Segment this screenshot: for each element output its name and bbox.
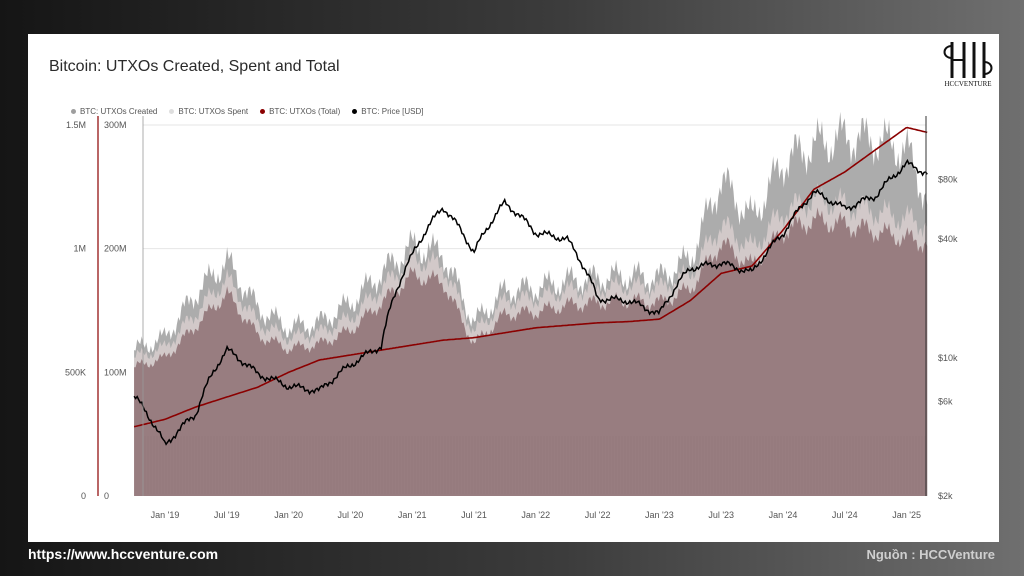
x-tick-label: Jan '25 — [892, 510, 921, 520]
y-tick-left-inner: 200M — [104, 244, 127, 254]
utxo-chart: 0 500K 1M 1.5M 0 100M 200M 300M $2k $6k $10k $40k $8… — [65, 111, 958, 520]
chart-legend: BTC: UTXOs Created BTC: UTXOs Spent BTC:… — [71, 107, 424, 116]
footer-source: Nguồn : HCCVenture — [866, 547, 995, 562]
legend-swatch — [71, 109, 76, 114]
x-tick-label: Jan '23 — [645, 510, 674, 520]
utxos-total-line — [133, 126, 928, 428]
x-tick-label: Jul '22 — [585, 510, 611, 520]
x-tick-label: Jul '23 — [708, 510, 734, 520]
legend-item-total: BTC: UTXOs (Total) — [260, 107, 340, 116]
y-tick-left-outer: 500K — [65, 367, 86, 377]
x-tick-label: Jan '22 — [521, 510, 550, 520]
legend-item-created: BTC: UTXOs Created — [71, 107, 157, 116]
x-tick-label: Jul '21 — [461, 510, 487, 520]
y-tick-left-inner: 0 — [104, 491, 109, 501]
legend-label: BTC: UTXOs Spent — [178, 107, 249, 116]
logo-text: HCCVENTURE — [944, 80, 992, 88]
y-tick-right: $40k — [938, 234, 958, 244]
y-tick-right: $6k — [938, 397, 953, 407]
x-tick-label: Jul '19 — [214, 510, 240, 520]
footer-url-link[interactable]: https://www.hccventure.com — [28, 546, 219, 562]
x-tick-label: Jul '24 — [832, 510, 858, 520]
y-tick-left-outer: 0 — [81, 491, 86, 501]
y-tick-left-inner: 100M — [104, 367, 127, 377]
legend-swatch — [260, 109, 266, 114]
hcc-monogram-logo-icon: HCCVENTURE — [940, 40, 996, 92]
x-tick-label: Jan '24 — [769, 510, 798, 520]
legend-label: BTC: UTXOs Created — [80, 107, 158, 116]
x-tick-label: Jul '20 — [338, 510, 364, 520]
chart-card: Bitcoin: UTXOs Created, Spent and Total … — [28, 34, 999, 542]
price-line — [133, 158, 928, 446]
x-tick-label: Jan '19 — [151, 510, 180, 520]
chart-title: Bitcoin: UTXOs Created, Spent and Total — [49, 58, 340, 75]
legend-item-price: BTC: Price [USD] — [352, 107, 424, 116]
y-tick-right: $10k — [938, 353, 958, 363]
legend-swatch — [352, 109, 358, 114]
legend-label: BTC: UTXOs (Total) — [269, 107, 341, 116]
legend-label: BTC: Price [USD] — [361, 107, 424, 116]
y-tick-left-outer: 1M — [73, 244, 86, 254]
x-tick-label: Jan '21 — [398, 510, 427, 520]
y-tick-left-inner: 300M — [104, 120, 127, 130]
y-tick-right: $80k — [938, 174, 958, 184]
legend-item-spent: BTC: UTXOs Spent — [169, 107, 248, 116]
y-tick-right: $2k — [938, 491, 953, 501]
x-tick-label: Jan '20 — [274, 510, 303, 520]
y-tick-left-outer: 1.5M — [66, 120, 86, 130]
legend-swatch — [169, 109, 175, 114]
utxos-overlap-area — [134, 207, 928, 496]
